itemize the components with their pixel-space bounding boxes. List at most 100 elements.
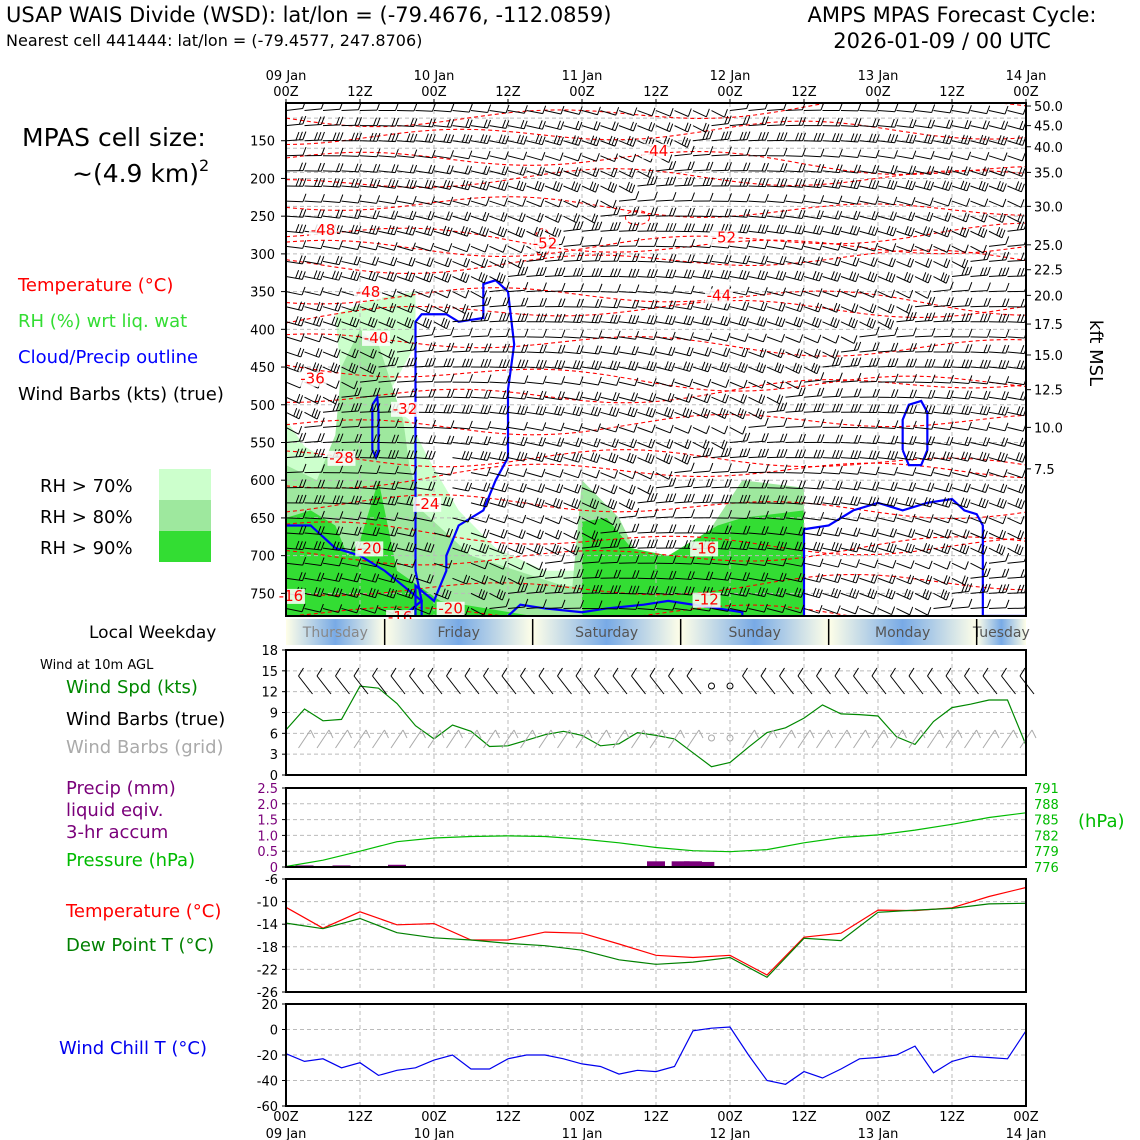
wind-barb-flag bbox=[931, 421, 936, 430]
true-barb-staff bbox=[464, 675, 480, 695]
wind-barb-flag bbox=[833, 272, 838, 281]
wind-barb-staff bbox=[415, 487, 433, 491]
true-barb-staff bbox=[686, 675, 702, 695]
wind-barb-staff bbox=[470, 319, 488, 323]
wind-barb-flag bbox=[611, 136, 616, 146]
wind-barb-flag bbox=[337, 318, 342, 327]
wind-barb-flag bbox=[391, 117, 396, 127]
wind-barb-flag bbox=[427, 211, 432, 220]
right-axis-tick-label: 10.0 bbox=[1034, 421, 1063, 436]
wind-barb-flag bbox=[337, 303, 342, 312]
wind-barb-staff bbox=[637, 155, 651, 163]
wind-barb-flag bbox=[520, 244, 525, 253]
wind-barb-staff bbox=[489, 547, 504, 555]
wind-barb-flag bbox=[727, 478, 732, 488]
wind-barb-staff bbox=[859, 230, 876, 236]
wind-barb-flag bbox=[626, 498, 630, 507]
wind-barb-flag bbox=[631, 361, 636, 370]
wind-barb-flag bbox=[853, 210, 858, 220]
wind-barb-flag bbox=[777, 363, 782, 373]
wind-barb-staff bbox=[600, 502, 614, 510]
bottom-hour-label: 00Z bbox=[569, 1110, 595, 1125]
wind-barb-flag bbox=[557, 229, 562, 239]
wind-barb-flag bbox=[703, 408, 708, 418]
wind-barb-flag bbox=[442, 225, 447, 235]
wind-barb-flag bbox=[320, 193, 325, 203]
hpa-unit-label: (hPa) bbox=[1078, 811, 1125, 832]
wind-barb-flag bbox=[335, 572, 340, 581]
wind-barb-staff bbox=[544, 125, 561, 131]
wind-barb-flag bbox=[857, 133, 862, 143]
wind-barb-flag bbox=[968, 406, 973, 415]
wind-barb-flag bbox=[542, 375, 547, 385]
wind-barb-flag bbox=[983, 267, 988, 276]
wind-barb-staff bbox=[933, 592, 947, 601]
wind-barb-staff bbox=[933, 125, 950, 129]
wind-barb-staff bbox=[914, 396, 932, 399]
wind-barb-staff bbox=[415, 185, 432, 190]
wind-barb-flag bbox=[537, 498, 542, 508]
wind-barb-flag bbox=[927, 290, 932, 299]
grid-barb-staff bbox=[631, 729, 644, 749]
wind-barb-staff bbox=[951, 366, 969, 369]
wind-barb-flag bbox=[929, 212, 934, 222]
wind-barb-flag bbox=[758, 178, 762, 187]
wind-barb-flag bbox=[515, 226, 520, 235]
wind-barb-staff bbox=[415, 200, 432, 205]
wind-barb-flag bbox=[576, 267, 581, 277]
wind-barb-flag bbox=[764, 256, 769, 265]
wind-barb-staff bbox=[748, 200, 766, 203]
wind-barb-flag bbox=[977, 543, 982, 552]
wind-barb-staff bbox=[489, 532, 505, 539]
wind-barb-flag bbox=[521, 229, 526, 238]
wind-barb-flag bbox=[689, 378, 694, 388]
wind-barb-staff bbox=[766, 200, 784, 204]
wind-barb-staff bbox=[507, 170, 524, 176]
wind-barb-flag bbox=[628, 360, 632, 370]
wind-barb-flag bbox=[318, 333, 323, 342]
wind-barb-staff bbox=[729, 607, 747, 613]
wind-barb-staff bbox=[526, 457, 543, 462]
wind-barb-flag bbox=[635, 253, 640, 262]
wind-barb-staff bbox=[970, 155, 986, 161]
wind-barb-flag bbox=[409, 179, 414, 189]
legend-rh70: RH > 70% bbox=[40, 476, 133, 497]
wind-barb-staff bbox=[489, 577, 504, 586]
left-axis-tick-label: 650 bbox=[250, 512, 275, 527]
wind-barb-flag bbox=[370, 318, 375, 327]
wind-barb-staff bbox=[415, 607, 430, 615]
wind-barb-flag bbox=[533, 226, 538, 236]
wind-barb-flag bbox=[746, 115, 751, 125]
true-barb-flag bbox=[649, 667, 656, 677]
wind-barb-flag bbox=[406, 496, 411, 505]
wind-barb-staff bbox=[896, 608, 910, 616]
wind-barb-staff bbox=[951, 110, 969, 114]
wind-barb-staff bbox=[914, 185, 931, 191]
wind-barb-staff bbox=[341, 502, 359, 505]
wind-barb-flag bbox=[428, 304, 433, 314]
wind-barb-flag bbox=[894, 134, 899, 143]
wind-barb-staff bbox=[803, 260, 820, 266]
wind-barb-flag bbox=[593, 136, 598, 145]
wind-barb-flag bbox=[496, 589, 501, 598]
wind-barb-flag bbox=[779, 116, 784, 126]
wind-barb-flag bbox=[801, 210, 806, 219]
wind-barb-staff bbox=[748, 577, 765, 582]
wind-barb-flag bbox=[838, 372, 843, 381]
wind-barb-staff bbox=[433, 411, 451, 414]
wind-barb-flag bbox=[746, 162, 751, 171]
wind-barb-staff bbox=[359, 502, 377, 506]
wind-barb-staff bbox=[692, 442, 707, 450]
wind-barb-flag bbox=[635, 268, 640, 278]
wind-barb-flag bbox=[387, 179, 392, 188]
wind-barb-flag bbox=[690, 239, 695, 248]
wind-barb-flag bbox=[1004, 391, 1009, 400]
wind-barb-flag bbox=[853, 434, 858, 444]
wind-barb-flag bbox=[317, 162, 322, 172]
wind-barb-flag bbox=[672, 300, 677, 310]
temperature-label-bg bbox=[355, 541, 384, 557]
wind-barb-flag bbox=[650, 539, 655, 548]
wind-barb-flag bbox=[450, 134, 455, 143]
temperature-label: -52 bbox=[533, 235, 558, 253]
wind-barb-flag bbox=[743, 162, 747, 171]
